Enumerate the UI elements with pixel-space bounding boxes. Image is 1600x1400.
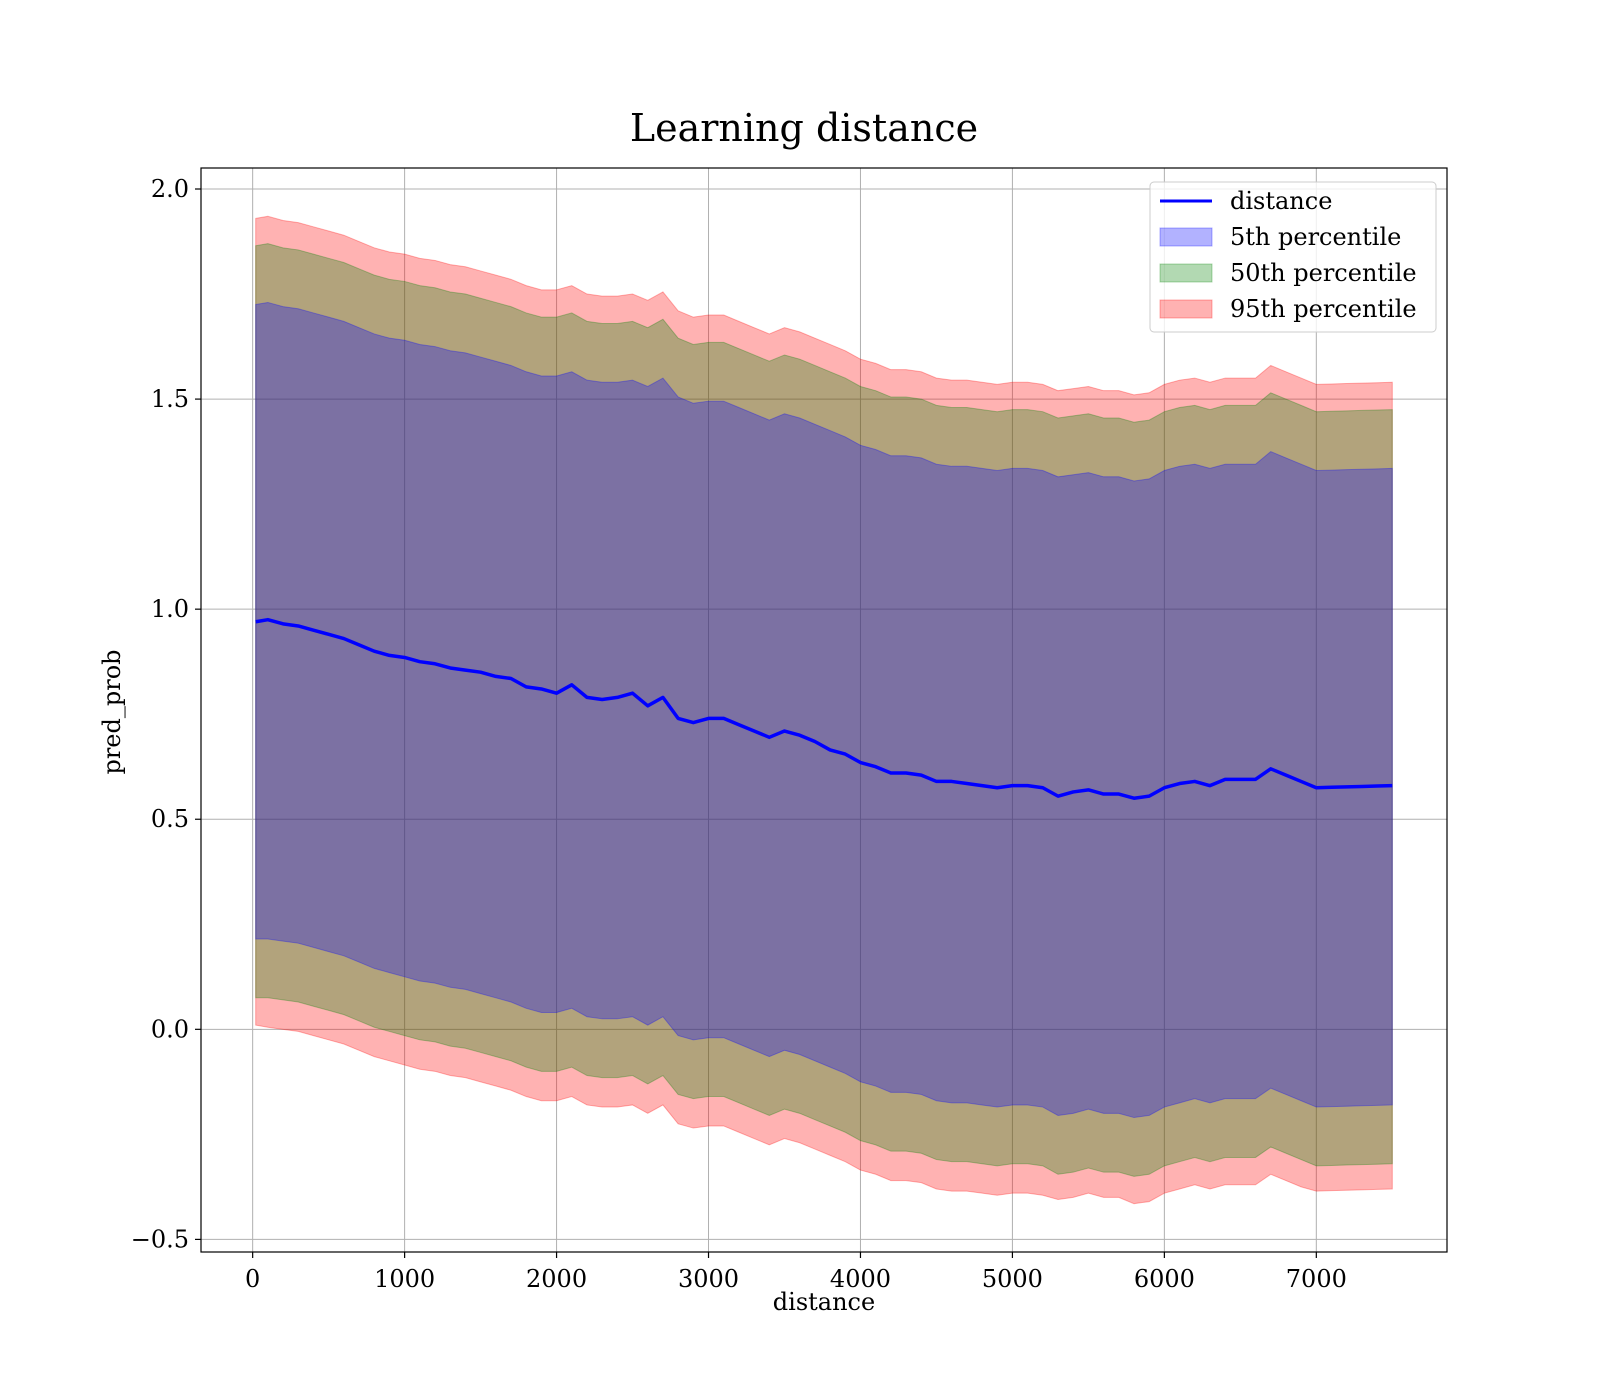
legend-swatch-95th xyxy=(1159,299,1213,319)
distance-line xyxy=(255,617,1393,800)
legend-label-95th: 95th percentile xyxy=(1230,295,1417,323)
legend-label-50th: 50th percentile xyxy=(1230,259,1417,287)
x-tick-label: 3000 xyxy=(678,1265,739,1293)
x-tick-label: 2000 xyxy=(526,1265,587,1293)
x-axis-label: distance xyxy=(773,1288,875,1316)
y-tick-label: −0.5 xyxy=(131,1225,189,1253)
band-5th-percentile xyxy=(255,301,1393,1119)
y-tick-label: 0.5 xyxy=(151,805,189,833)
legend-box xyxy=(1149,181,1437,333)
x-tick-label: 1000 xyxy=(374,1265,435,1293)
legend-swatch-50th xyxy=(1159,263,1213,283)
y-tick-label: 1.0 xyxy=(151,595,189,623)
plot-area xyxy=(201,168,1447,1252)
legend-label-distance: distance xyxy=(1230,187,1332,215)
y-axis-ticks: −0.5 0.0 0.5 1.0 1.5 2.0 xyxy=(131,175,201,1253)
y-tick-label: 2.0 xyxy=(151,175,189,203)
band-50th-percentile xyxy=(255,243,1393,1177)
percentile-bands xyxy=(255,215,1393,1205)
distance-line-layer xyxy=(255,617,1393,800)
band-95th-percentile xyxy=(255,215,1393,1205)
plot-frame xyxy=(200,167,1448,1253)
x-tick-label: 4000 xyxy=(830,1265,891,1293)
x-tick-label: 5000 xyxy=(982,1265,1043,1293)
legend: distance 5th percentile 50th percentile … xyxy=(1149,181,1437,333)
grid xyxy=(201,168,1447,1252)
x-tick-label: 6000 xyxy=(1134,1265,1195,1293)
x-axis-ticks: 0 1000 2000 3000 4000 5000 6000 7000 xyxy=(245,1252,1347,1293)
x-tick-label: 0 xyxy=(245,1265,260,1293)
y-tick-label: 1.5 xyxy=(151,385,189,413)
y-axis-label: pred_prob xyxy=(98,649,126,774)
chart-title: Learning distance xyxy=(630,106,978,150)
x-tick-label: 7000 xyxy=(1286,1265,1347,1293)
y-tick-label: 0.0 xyxy=(151,1015,189,1043)
legend-swatch-5th xyxy=(1159,227,1213,247)
legend-label-5th: 5th percentile xyxy=(1230,223,1401,251)
